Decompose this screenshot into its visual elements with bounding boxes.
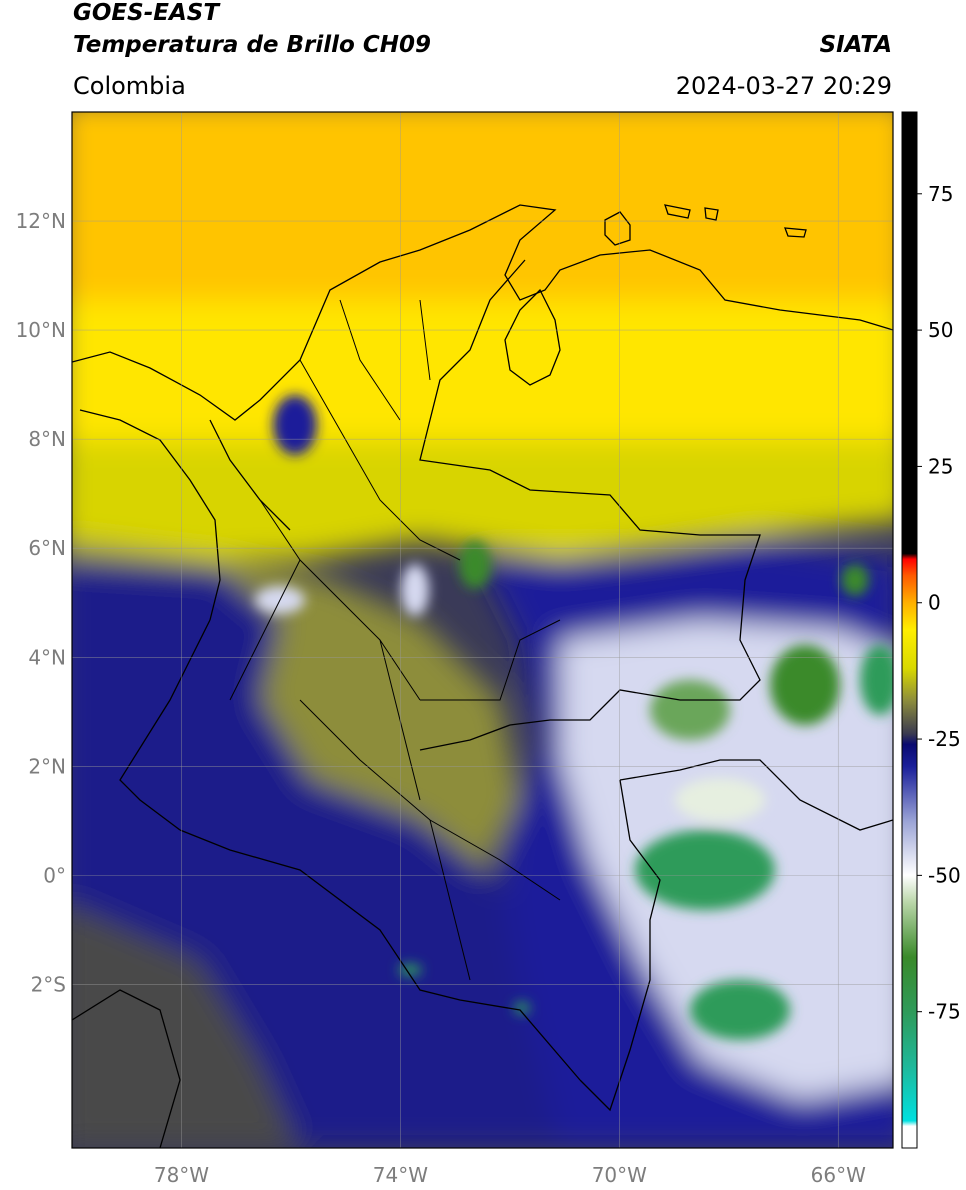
lat-tick-label: 6°N: [28, 536, 66, 560]
island: [664, 204, 691, 219]
island: [784, 227, 807, 238]
colorbar-tick-label: 75: [928, 182, 953, 206]
timestamp-label: 2024-03-27 20:29: [675, 72, 892, 100]
island: [604, 211, 631, 246]
colombia-venezuela-border: [419, 259, 761, 751]
colorbar-tick-label: -25: [928, 727, 961, 751]
lat-tick-label: 2°S: [31, 972, 66, 996]
panama-border: [209, 419, 291, 531]
lat-tick-label: 4°N: [28, 645, 66, 669]
map-frame: [71, 111, 894, 1149]
lat-tick-label: 0°: [43, 863, 66, 887]
island: [704, 207, 719, 221]
pacific-coastline: [79, 409, 221, 621]
lon-tick-label: 66°W: [811, 1163, 866, 1187]
boundaries: [72, 204, 893, 1148]
department-boundaries: [229, 299, 561, 981]
lat-tick-label: 8°N: [28, 427, 66, 451]
map-title-product: Temperatura de Brillo CH09: [73, 32, 431, 58]
lon-tick-label: 78°W: [154, 1163, 209, 1187]
brightness-temperature-imagery: [72, 112, 893, 1148]
lat-tick-label: 10°N: [16, 318, 66, 342]
longitude-axis: 78°W 74°W 70°W 66°W: [154, 1163, 866, 1187]
graticule: [72, 112, 893, 1148]
colorbar-tick-label: 50: [928, 318, 953, 342]
caribbean-coastline: [72, 204, 893, 421]
colorbar-tick-label: 0: [928, 591, 941, 615]
colombia-peru-border: [179, 829, 581, 1081]
brazil-venezuela-border: [619, 759, 893, 831]
ecuador-peru-border: [72, 989, 181, 1148]
lat-tick-label: 12°N: [16, 209, 66, 233]
lon-tick-label: 74°W: [373, 1163, 428, 1187]
latitude-axis: 12°N 10°N 8°N 6°N 4°N 2°N 0° 2°S: [16, 209, 66, 996]
region-label: Colombia: [73, 72, 186, 100]
colorbar: 75 50 25 0 -25 -50 -75: [901, 111, 961, 1149]
colorbar-ticks: 75 50 25 0 -25 -50 -75: [917, 182, 961, 1024]
lon-tick-label: 70°W: [592, 1163, 647, 1187]
brand-label: SIATA: [819, 32, 892, 58]
colombia-ecuador-border: [119, 619, 211, 831]
colorbar-tick-label: -75: [928, 1000, 961, 1024]
colorbar-tick-label: -50: [928, 863, 961, 887]
colorbar-tick-label: 25: [928, 454, 953, 478]
map-title-satellite: GOES-EAST: [73, 0, 220, 26]
lat-tick-label: 2°N: [28, 754, 66, 778]
colombia-brazil-border: [579, 779, 661, 1112]
